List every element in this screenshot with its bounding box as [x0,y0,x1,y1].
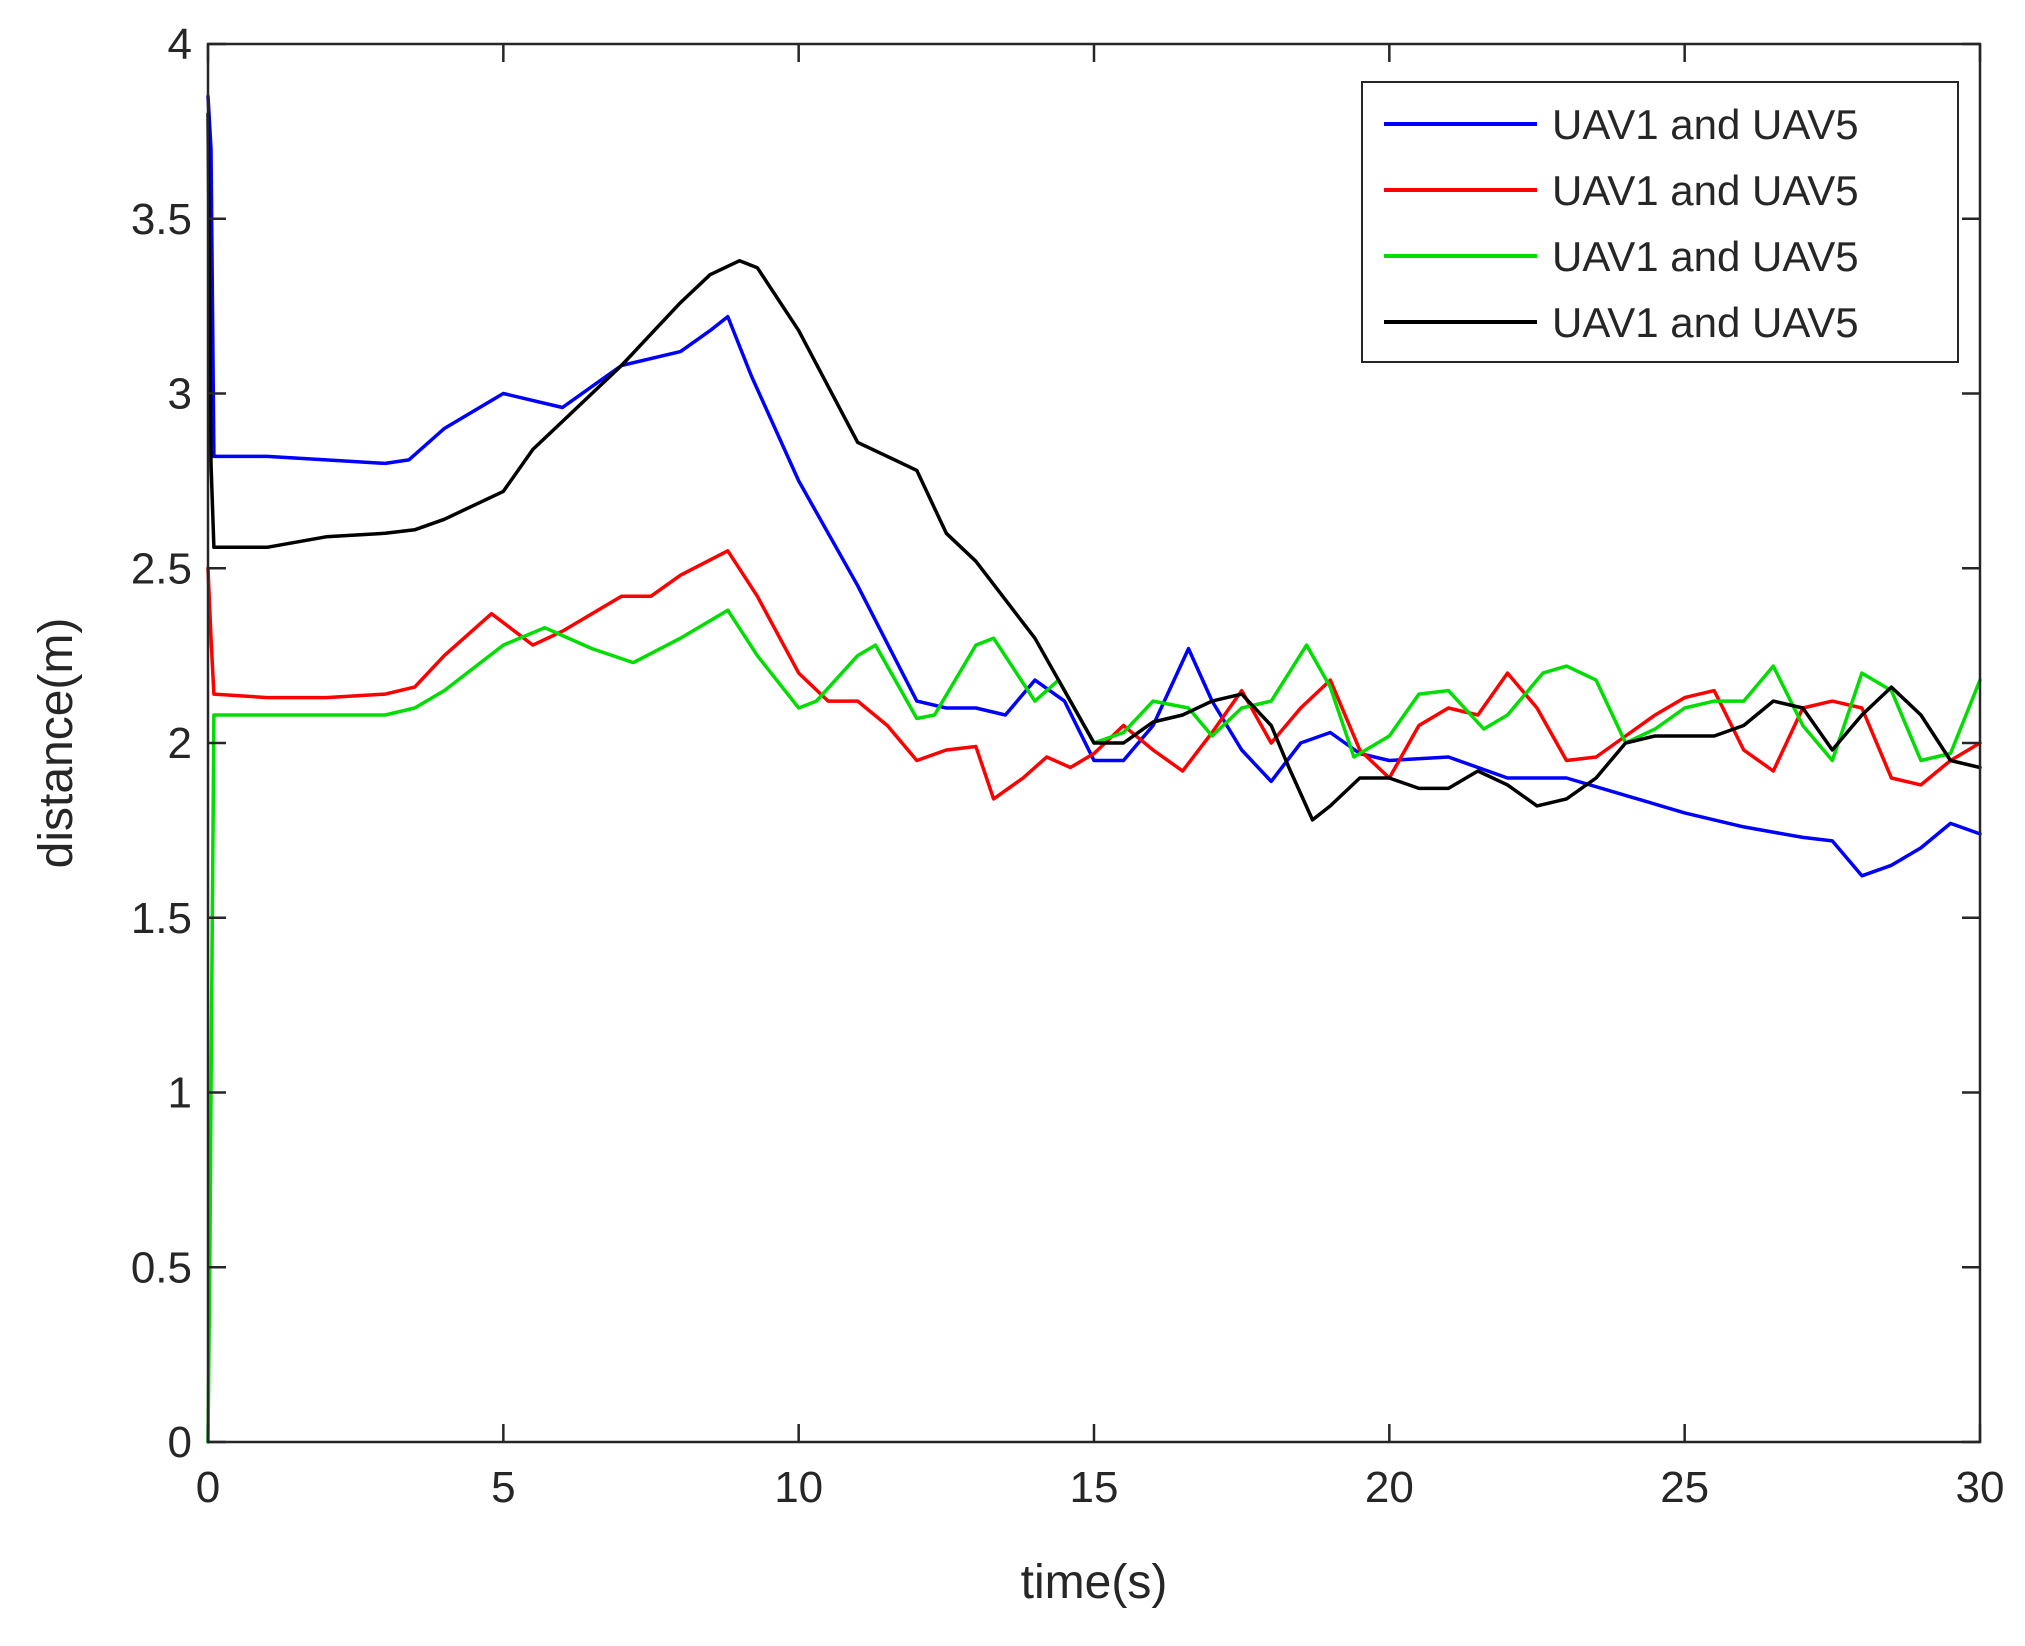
y-tick-label: 0.5 [131,1243,192,1292]
series-line-3 [206,608,1982,1444]
legend: UAV1 and UAV5 UAV1 and UAV5 UAV1 and UAV5 U… [1361,81,1959,363]
x-axis-label: time(s) [1021,1556,1168,1609]
y-tick-label: 3 [168,370,192,419]
x-tick-label: 30 [1956,1463,2005,1512]
legend-label-3: UAV1 and UAV5 [1552,233,1859,280]
x-tick-label: 25 [1660,1463,1709,1512]
y-tick-label: 1 [168,1069,192,1118]
y-tick-label: 0 [168,1418,192,1467]
y-tick-label: 4 [168,20,192,69]
series-line-1 [206,94,1982,878]
y-tick-label: 1.5 [131,894,192,943]
legend-label-1: UAV1 and UAV5 [1552,101,1859,148]
x-tick-label: 15 [1070,1463,1119,1512]
x-tick-label: 20 [1365,1463,1414,1512]
series-line-4 [206,112,1982,822]
legend-label-4: UAV1 and UAV5 [1552,299,1859,346]
y-axis-label: distance(m) [30,618,83,869]
x-tick-label: 5 [491,1463,515,1512]
legend-box [1361,81,1959,363]
x-tick-label: 0 [196,1463,220,1512]
y-tick-label: 2 [168,719,192,768]
legend-label-2: UAV1 and UAV5 [1552,167,1859,214]
series-line-2 [206,549,1982,801]
x-tick-label: 10 [774,1463,823,1512]
ticks-layer: 0 5 10 15 20 25 30 0 0.5 1 1.5 2 2.5 3 3.5 4 [131,20,2005,1512]
y-tick-label: 3.5 [131,195,192,244]
series-layer [206,94,1982,1444]
y-tick-label: 2.5 [131,544,192,593]
